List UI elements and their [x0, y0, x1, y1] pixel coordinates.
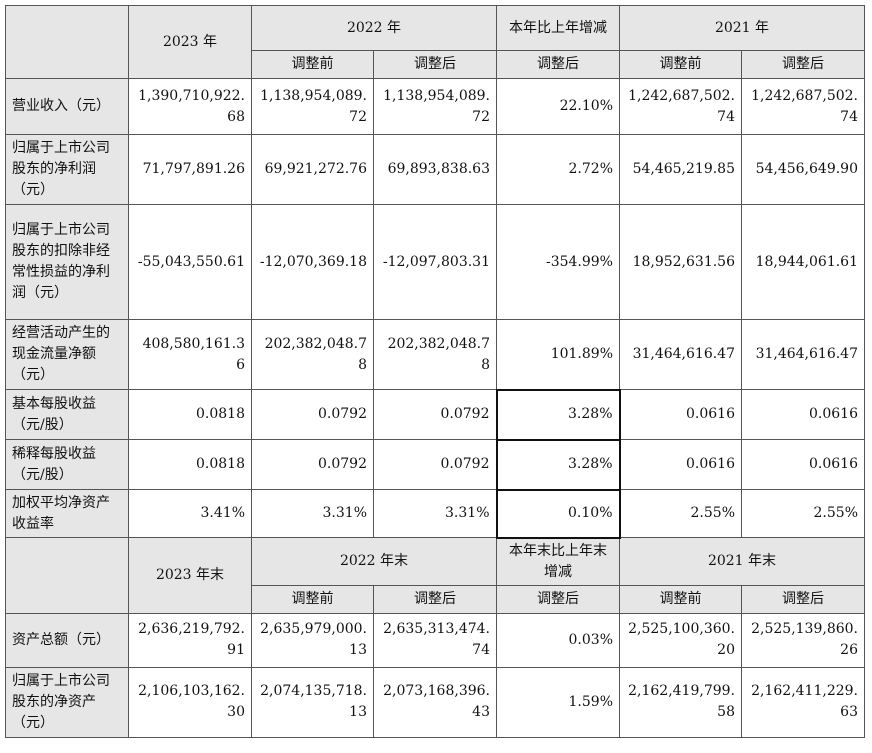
- value-2022-after: 69,893,838.63: [373, 134, 497, 205]
- header-2021: 2021 年: [619, 5, 865, 51]
- value-2021-before: 18,952,631.56: [619, 204, 742, 320]
- value-2021-after: 2,162,411,229.63: [741, 666, 865, 738]
- value-2022-before: 202,382,048.78: [251, 319, 374, 390]
- table-row: 归属于上市公司股东的扣除非经常性损益的净利润（元） -55,043,550.61…: [5, 204, 865, 320]
- value-2021-before: 2,162,419,799.58: [619, 666, 742, 738]
- value-2022-after: 3.31%: [373, 489, 497, 538]
- value-2023: 0.0818: [128, 389, 252, 440]
- financial-summary-table: 2023 年 2022 年 本年比上年增减 2021 年 调整前 调整后 调整后…: [5, 5, 865, 738]
- value-change: 3.28%: [495, 388, 621, 441]
- value-change: -354.99%: [496, 204, 620, 320]
- value-2021-after: 0.0616: [741, 389, 865, 440]
- header-blank-cell: [5, 537, 129, 614]
- value-change: 2.72%: [496, 134, 620, 205]
- value-2022-after: 202,382,048.78: [373, 319, 497, 390]
- row-label: 归属于上市公司股东的净利润（元）: [5, 134, 129, 205]
- value-2022-after: -12,097,803.31: [373, 204, 497, 320]
- value-2022-before: 0.0792: [251, 389, 374, 440]
- value-2021-after: 18,944,061.61: [741, 204, 865, 320]
- row-label: 归属于上市公司股东的净资产（元）: [5, 666, 129, 738]
- header-2021-before: 调整前: [619, 50, 742, 79]
- value-2023: -55,043,550.61: [128, 204, 252, 320]
- value-2021-after: 1,242,687,502.74: [741, 78, 865, 135]
- table-row: 资产总额（元） 2,636,219,792.91 2,635,979,000.1…: [5, 612, 865, 668]
- value-2021-before: 0.0616: [619, 439, 742, 490]
- value-2023: 0.0818: [128, 439, 252, 490]
- value-2021-after: 2,525,139,860.26: [741, 612, 865, 668]
- row-label: 营业收入（元）: [5, 78, 129, 135]
- header-2022-before: 调整前: [251, 50, 374, 79]
- value-2021-before: 31,464,616.47: [619, 319, 742, 390]
- value-change: 1.59%: [496, 666, 620, 738]
- value-2022-before: 2,074,135,718.13: [251, 666, 374, 738]
- value-2022-before: 0.0792: [251, 439, 374, 490]
- header-2021-end: 2021 年末: [619, 537, 865, 586]
- value-2022-before: 3.31%: [251, 489, 374, 538]
- value-2021-before: 0.0616: [619, 389, 742, 440]
- value-change: 101.89%: [496, 319, 620, 390]
- header-2023: 2023 年: [128, 5, 252, 79]
- value-2022-after: 0.0792: [373, 389, 497, 440]
- header-2022-after: 调整后: [373, 50, 497, 79]
- value-2021-after: 2.55%: [741, 489, 865, 538]
- table-row: 基本每股收益（元/股） 0.0818 0.0792 0.0792 3.28% 0…: [5, 388, 865, 441]
- header-change-end-after: 调整后: [496, 584, 620, 614]
- header-change-after: 调整后: [496, 50, 620, 79]
- value-2021-before: 1,242,687,502.74: [619, 78, 742, 135]
- value-2021-before: 2.55%: [619, 489, 742, 538]
- value-change: 0.03%: [496, 612, 620, 668]
- value-2023: 2,636,219,792.91: [128, 612, 252, 668]
- value-2022-after: 2,635,313,474.74: [373, 612, 497, 668]
- row-label: 资产总额（元）: [5, 612, 129, 668]
- value-2022-before: 2,635,979,000.13: [251, 612, 374, 668]
- value-2022-before: -12,070,369.18: [251, 204, 374, 320]
- value-change: 0.10%: [495, 488, 621, 539]
- header-change: 本年比上年增减: [496, 5, 620, 51]
- value-2021-before: 2,525,100,360.20: [619, 612, 742, 668]
- value-2023: 2,106,103,162.30: [128, 666, 252, 738]
- value-2023: 1,390,710,922.68: [128, 78, 252, 135]
- header-2021-after: 调整后: [741, 50, 865, 79]
- header-2022-end-after: 调整后: [373, 584, 497, 614]
- value-2023: 408,580,161.36: [128, 319, 252, 390]
- value-2023: 3.41%: [128, 489, 252, 538]
- table-row: 归属于上市公司股东的净资产（元） 2,106,103,162.30 2,074,…: [5, 666, 865, 738]
- row-label: 加权平均净资产收益率: [5, 489, 129, 538]
- header-2022-end: 2022 年末: [251, 537, 497, 586]
- value-2022-after: 2,073,168,396.43: [373, 666, 497, 738]
- header-blank-cell: [5, 5, 129, 79]
- table-row: 稀释每股收益（元/股） 0.0818 0.0792 0.0792 3.28% 0…: [5, 438, 865, 491]
- row-label: 归属于上市公司股东的扣除非经常性损益的净利润（元）: [5, 204, 129, 320]
- table-row: 营业收入（元） 1,390,710,922.68 1,138,954,089.7…: [5, 78, 865, 135]
- value-2021-after: 31,464,616.47: [741, 319, 865, 390]
- value-2021-before: 54,465,219.85: [619, 134, 742, 205]
- value-2022-before: 69,921,272.76: [251, 134, 374, 205]
- header-2023-end: 2023 年末: [128, 537, 252, 614]
- value-2022-after: 0.0792: [373, 439, 497, 490]
- value-change: 3.28%: [495, 438, 621, 491]
- value-2022-before: 1,138,954,089.72: [251, 78, 374, 135]
- header-change-end: 本年末比上年末增减: [496, 537, 620, 586]
- table-row: 归属于上市公司股东的净利润（元） 71,797,891.26 69,921,27…: [5, 134, 865, 205]
- row-label: 经营活动产生的现金流量净额（元）: [5, 319, 129, 390]
- value-2023: 71,797,891.26: [128, 134, 252, 205]
- row-label: 稀释每股收益（元/股）: [5, 439, 129, 490]
- row-label: 基本每股收益（元/股）: [5, 389, 129, 440]
- value-change: 22.10%: [496, 78, 620, 135]
- value-2021-after: 54,456,649.90: [741, 134, 865, 205]
- value-2022-after: 1,138,954,089.72: [373, 78, 497, 135]
- header-2022-end-before: 调整前: [251, 584, 374, 614]
- table-row: 加权平均净资产收益率 3.41% 3.31% 3.31% 0.10% 2.55%…: [5, 488, 865, 539]
- table-row: 经营活动产生的现金流量净额（元） 408,580,161.36 202,382,…: [5, 319, 865, 390]
- value-2021-after: 0.0616: [741, 439, 865, 490]
- header-2022: 2022 年: [251, 5, 497, 51]
- header-2021-end-before: 调整前: [619, 584, 742, 614]
- header-2021-end-after: 调整后: [741, 584, 865, 614]
